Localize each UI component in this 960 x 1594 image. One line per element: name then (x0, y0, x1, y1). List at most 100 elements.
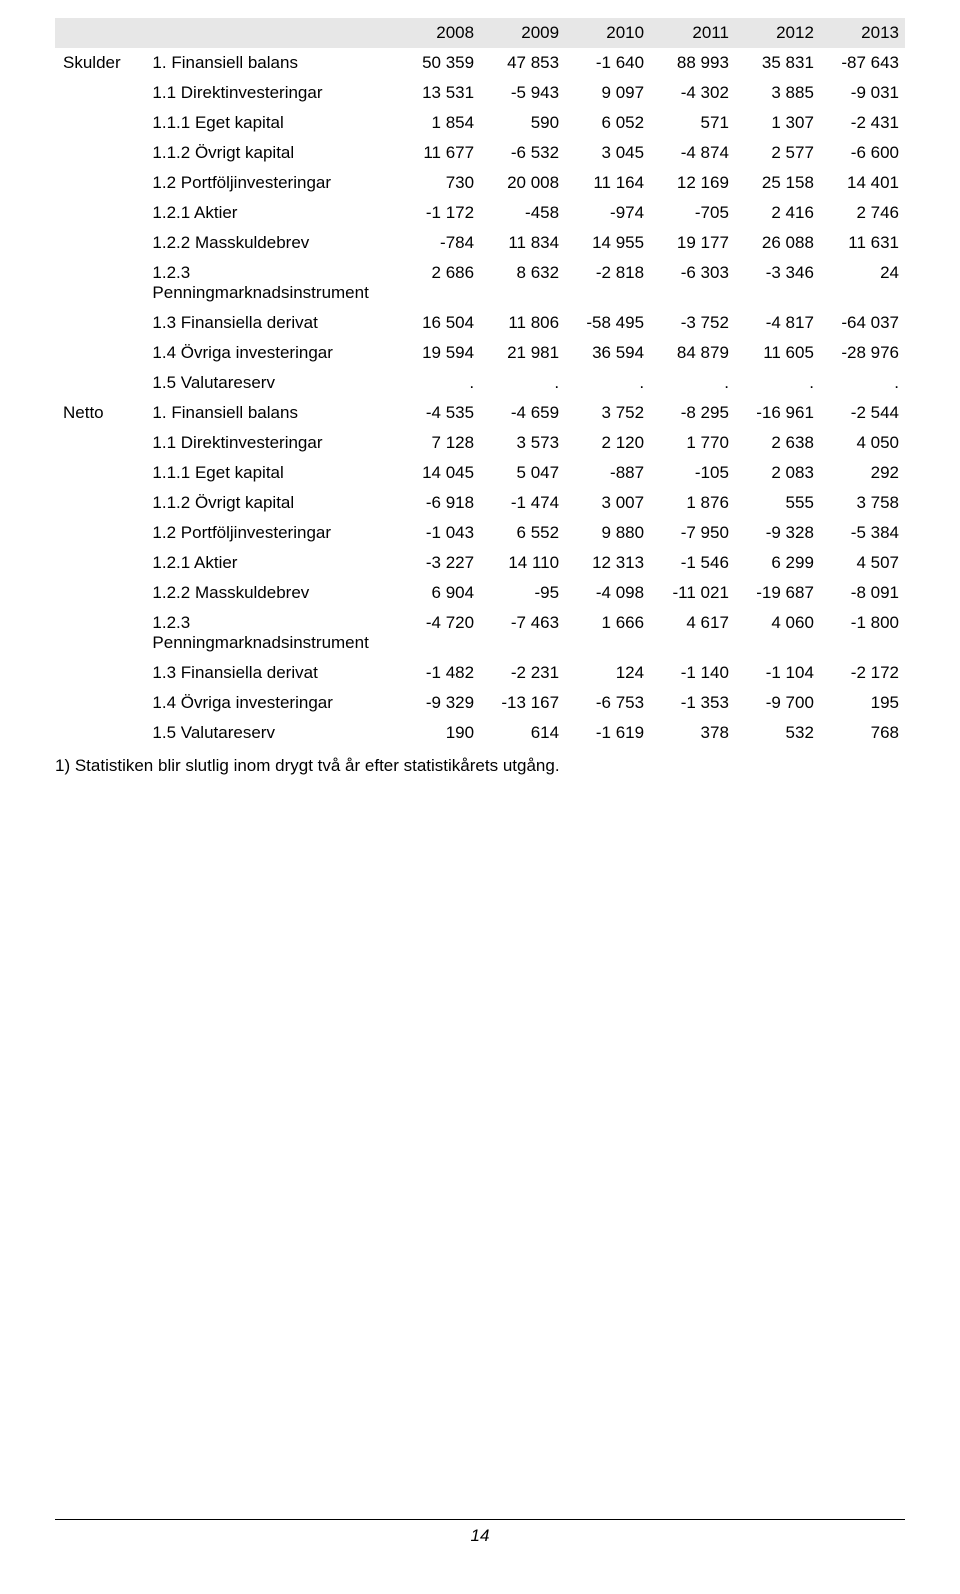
category-cell (55, 228, 146, 258)
value-cell: -3 752 (650, 308, 735, 338)
value-cell: 12 169 (650, 168, 735, 198)
value-cell: -887 (565, 458, 650, 488)
value-cell: -8 295 (650, 398, 735, 428)
value-cell: -1 640 (565, 48, 650, 78)
value-cell: 555 (735, 488, 820, 518)
header-blank-label (146, 18, 395, 48)
row-label: 1.2.3 Penningmarknadsinstrument (146, 258, 395, 308)
category-cell (55, 168, 146, 198)
value-cell: 292 (820, 458, 905, 488)
value-cell: 3 885 (735, 78, 820, 108)
value-cell: -4 098 (565, 578, 650, 608)
value-cell: 11 605 (735, 338, 820, 368)
value-cell: -4 302 (650, 78, 735, 108)
table-row: 1.2 Portföljinvesteringar-1 0436 5529 88… (55, 518, 905, 548)
value-cell: 13 531 (396, 78, 480, 108)
value-cell: 14 045 (396, 458, 480, 488)
table-body: Skulder1. Finansiell balans50 35947 853-… (55, 48, 905, 748)
category-cell (55, 688, 146, 718)
value-cell: 3 758 (820, 488, 905, 518)
table-row: 1.2.1 Aktier-3 22714 11012 313-1 5466 29… (55, 548, 905, 578)
category-cell (55, 198, 146, 228)
value-cell: 768 (820, 718, 905, 748)
value-cell: 3 007 (565, 488, 650, 518)
value-cell: -1 172 (396, 198, 480, 228)
value-cell: -6 753 (565, 688, 650, 718)
category-cell (55, 108, 146, 138)
page: 2008 2009 2010 2011 2012 2013 Skulder1. … (0, 18, 960, 1594)
row-label: 1. Finansiell balans (146, 48, 395, 78)
header-row: 2008 2009 2010 2011 2012 2013 (55, 18, 905, 48)
value-cell: -6 532 (480, 138, 565, 168)
financial-table: 2008 2009 2010 2011 2012 2013 Skulder1. … (55, 18, 905, 748)
value-cell: 190 (396, 718, 480, 748)
value-cell: 6 904 (396, 578, 480, 608)
value-cell: 19 177 (650, 228, 735, 258)
row-label: 1.1 Direktinvesteringar (146, 78, 395, 108)
header-blank-category (55, 18, 146, 48)
value-cell: 1 307 (735, 108, 820, 138)
year-col-1: 2009 (480, 18, 565, 48)
value-cell: 11 164 (565, 168, 650, 198)
value-cell: 16 504 (396, 308, 480, 338)
table-row: 1.1.2 Övrigt kapital-6 918-1 4743 0071 8… (55, 488, 905, 518)
table-head: 2008 2009 2010 2011 2012 2013 (55, 18, 905, 48)
value-cell: 124 (565, 658, 650, 688)
value-cell: 3 752 (565, 398, 650, 428)
value-cell: -2 231 (480, 658, 565, 688)
value-cell: 24 (820, 258, 905, 308)
value-cell: 9 880 (565, 518, 650, 548)
table-row: 1.3 Finansiella derivat16 50411 806-58 4… (55, 308, 905, 338)
category-cell (55, 258, 146, 308)
value-cell: 3 045 (565, 138, 650, 168)
value-cell: -4 535 (396, 398, 480, 428)
value-cell: -9 329 (396, 688, 480, 718)
value-cell: 4 617 (650, 608, 735, 658)
row-label: 1.1.1 Eget kapital (146, 458, 395, 488)
value-cell: 4 050 (820, 428, 905, 458)
value-cell: -974 (565, 198, 650, 228)
value-cell: 84 879 (650, 338, 735, 368)
value-cell: -4 817 (735, 308, 820, 338)
value-cell: -28 976 (820, 338, 905, 368)
table-row: 1.4 Övriga investeringar-9 329-13 167-6 … (55, 688, 905, 718)
table-row: 1.2 Portföljinvesteringar73020 00811 164… (55, 168, 905, 198)
category-cell (55, 658, 146, 688)
value-cell: 14 110 (480, 548, 565, 578)
year-col-0: 2008 (396, 18, 480, 48)
category-cell (55, 78, 146, 108)
value-cell: 14 401 (820, 168, 905, 198)
category-cell (55, 518, 146, 548)
row-label: 1.2.1 Aktier (146, 548, 395, 578)
value-cell: -7 463 (480, 608, 565, 658)
value-cell: -458 (480, 198, 565, 228)
value-cell: . (565, 368, 650, 398)
category-cell (55, 488, 146, 518)
value-cell: -1 619 (565, 718, 650, 748)
value-cell: 21 981 (480, 338, 565, 368)
value-cell: -4 720 (396, 608, 480, 658)
table-row: 1.1.1 Eget kapital14 0455 047-887-1052 0… (55, 458, 905, 488)
row-label: 1.5 Valutareserv (146, 718, 395, 748)
value-cell: -16 961 (735, 398, 820, 428)
value-cell: -784 (396, 228, 480, 258)
value-cell: -8 091 (820, 578, 905, 608)
page-footer: 14 (55, 1519, 905, 1546)
value-cell: 9 097 (565, 78, 650, 108)
table-row: Skulder1. Finansiell balans50 35947 853-… (55, 48, 905, 78)
year-col-3: 2011 (650, 18, 735, 48)
value-cell: 6 299 (735, 548, 820, 578)
category-cell (55, 428, 146, 458)
category-cell (55, 368, 146, 398)
value-cell: -2 544 (820, 398, 905, 428)
row-label: 1.3 Finansiella derivat (146, 308, 395, 338)
value-cell: 6 052 (565, 108, 650, 138)
value-cell: 5 047 (480, 458, 565, 488)
value-cell: -6 918 (396, 488, 480, 518)
value-cell: 7 128 (396, 428, 480, 458)
value-cell: 12 313 (565, 548, 650, 578)
category-cell: Skulder (55, 48, 146, 78)
value-cell: . (820, 368, 905, 398)
row-label: 1.1.2 Övrigt kapital (146, 488, 395, 518)
category-cell (55, 608, 146, 658)
